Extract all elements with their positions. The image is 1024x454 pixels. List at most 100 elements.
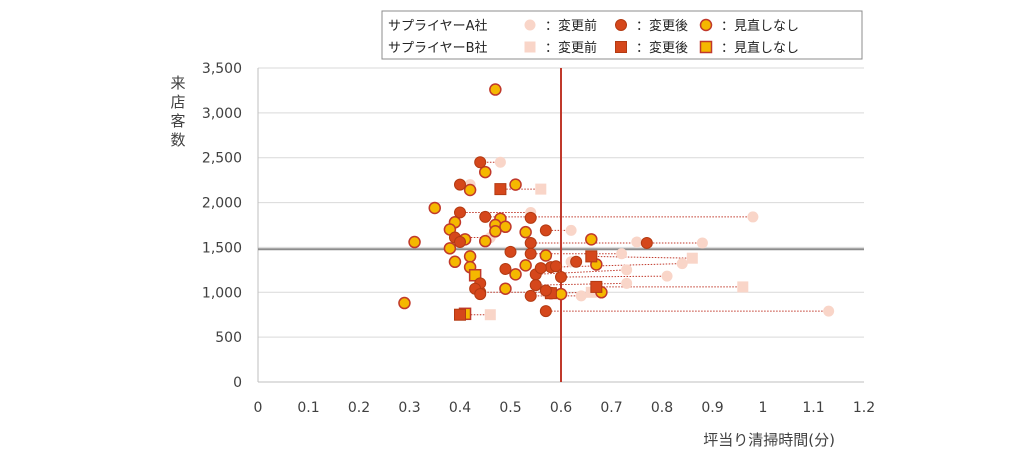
point-unchanged-supplier-a — [398, 296, 411, 310]
point-unchanged-supplier-a — [428, 201, 441, 215]
y-axis-title: 来店客数 — [170, 74, 185, 149]
point-unchanged-supplier-a — [519, 225, 532, 239]
point-after-supplier-a — [474, 156, 487, 169]
point-before-supplier-a — [616, 248, 628, 260]
x-tick-label: 0.8 — [651, 400, 673, 416]
point-unchanged-supplier-a — [443, 242, 457, 255]
point-after-supplier-a — [539, 284, 552, 297]
x-tick-label: 1.1 — [802, 400, 824, 416]
point-before-supplier-a — [747, 211, 759, 223]
point-after-supplier-b — [454, 308, 466, 321]
change-link — [535, 282, 627, 286]
point-after-supplier-a — [539, 305, 552, 318]
legend-item-label: ：見直しなし — [721, 41, 799, 56]
point-after-supplier-a — [474, 288, 487, 301]
change-link — [560, 275, 668, 278]
point-before-supplier-b — [535, 183, 547, 195]
point-before-supplier-b — [686, 252, 698, 264]
point-unchanged-supplier-a — [554, 287, 568, 301]
point-after-supplier-a — [454, 206, 466, 219]
point-after-supplier-a — [570, 255, 583, 268]
legend-item-label: ：変更後 — [636, 18, 688, 34]
change-link — [535, 269, 627, 275]
point-before-supplier-a — [676, 258, 688, 270]
point-after-supplier-a — [640, 236, 653, 249]
point-before-supplier-a — [494, 156, 506, 168]
x-tick-label: 1 — [759, 400, 768, 416]
point-before-supplier-a — [823, 305, 835, 317]
legend-marker-before — [524, 41, 536, 53]
point-before-supplier-b — [737, 281, 749, 293]
legend-marker-same — [699, 40, 713, 54]
point-unchanged-supplier-a — [479, 234, 492, 248]
legend-item-label: ：変更前 — [545, 40, 597, 56]
point-after-supplier-a — [479, 210, 492, 223]
legend-marker-after — [615, 41, 627, 53]
point-after-supplier-a — [454, 236, 466, 249]
point-after-supplier-a — [524, 289, 537, 302]
point-unchanged-supplier-a — [539, 249, 553, 262]
y-tick-label: 2,000 — [202, 196, 242, 212]
legend-marker-same — [699, 18, 713, 32]
change-link — [591, 255, 693, 259]
legend-marker-after — [615, 19, 627, 31]
x-tick-label: 0.4 — [449, 400, 471, 416]
point-unchanged-supplier-a — [463, 250, 477, 263]
x-tick-label: 0.2 — [348, 400, 370, 416]
y-tick-label: 3,500 — [202, 61, 242, 77]
point-after-supplier-a — [524, 247, 537, 260]
point-unchanged-supplier-a — [499, 220, 512, 234]
x-tick-label: 0.1 — [297, 400, 319, 416]
point-unchanged-supplier-a — [585, 233, 598, 246]
x-tick-label: 1.2 — [853, 400, 875, 416]
point-before-supplier-a — [621, 277, 633, 289]
y-tick-label: 0 — [233, 375, 242, 391]
point-after-supplier-a — [454, 178, 466, 191]
point-after-supplier-a — [524, 211, 537, 224]
tick-labels: 0 500 1,000 1,500 2,000 2,500 3,000 3,500 0 0.1 0.… — [202, 61, 875, 416]
legend-item-label: ：変更前 — [545, 18, 597, 34]
point-after-supplier-a — [539, 224, 552, 237]
point-before-supplier-a — [661, 270, 673, 282]
reference-lines — [258, 68, 864, 382]
x-tick-label: 0.6 — [550, 400, 572, 416]
legend-row-label: サプライヤーA社 — [388, 18, 488, 34]
point-after-supplier-a — [555, 271, 567, 284]
legend-row-label: サプライヤーB社 — [388, 40, 488, 56]
point-before-supplier-b — [484, 309, 496, 321]
point-unchanged-supplier-a — [489, 225, 502, 238]
point-before-supplier-a — [575, 290, 587, 302]
legend-marker-before — [524, 19, 536, 31]
y-tick-label: 1,500 — [202, 240, 242, 256]
point-after-supplier-b — [590, 280, 603, 293]
x-tick-label: 0.5 — [499, 400, 521, 416]
point-unchanged-supplier-a — [509, 268, 522, 281]
point-after-supplier-a — [504, 245, 517, 258]
point-unchanged-supplier-a — [519, 259, 532, 272]
point-after-supplier-a — [499, 262, 512, 275]
x-axis-title: 坪当り清掃時間(分) — [703, 431, 835, 449]
point-unchanged-supplier-a — [509, 178, 522, 191]
point-before-supplier-a — [621, 264, 633, 276]
x-tick-label: 0 — [254, 400, 263, 416]
point-before-supplier-a — [696, 237, 708, 249]
point-before-supplier-a — [631, 236, 643, 248]
point-after-supplier-a — [529, 279, 542, 292]
point-before-supplier-a — [565, 224, 577, 236]
point-unchanged-supplier-a — [463, 183, 477, 197]
x-tick-label: 0.7 — [600, 400, 622, 416]
point-after-supplier-b — [585, 250, 598, 263]
legend-item-label: ：変更後 — [636, 40, 688, 56]
point-unchanged-supplier-a — [408, 235, 421, 249]
point-unchanged-supplier-a — [489, 83, 502, 96]
legend-item-label: ：見直しなし — [721, 19, 799, 34]
x-tick-label: 0.9 — [701, 400, 723, 416]
point-after-supplier-a — [534, 262, 547, 275]
point-unchanged-supplier-a — [499, 282, 512, 295]
point-after-supplier-a — [549, 260, 562, 273]
y-tick-label: 500 — [215, 330, 242, 346]
data-points — [398, 83, 835, 321]
x-tick-label: 0.3 — [398, 400, 420, 416]
